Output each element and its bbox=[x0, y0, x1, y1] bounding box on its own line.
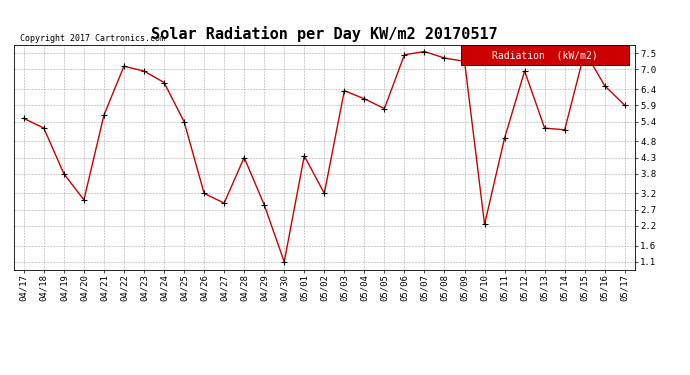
Title: Solar Radiation per Day KW/m2 20170517: Solar Radiation per Day KW/m2 20170517 bbox=[151, 27, 497, 42]
FancyBboxPatch shape bbox=[461, 45, 629, 65]
Text: Copyright 2017 Cartronics.com: Copyright 2017 Cartronics.com bbox=[20, 34, 165, 43]
Text: Radiation  (kW/m2): Radiation (kW/m2) bbox=[492, 50, 598, 60]
